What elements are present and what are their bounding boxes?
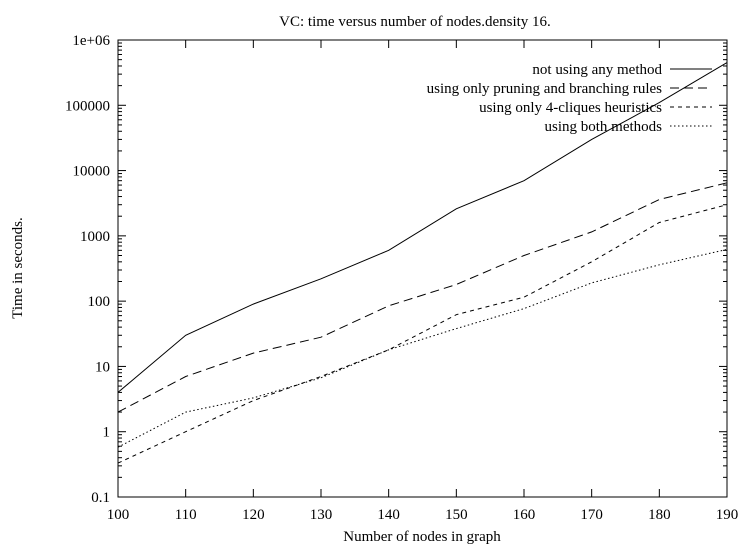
series-no-method-line — [117, 62, 728, 393]
axis-ticks: 100 110 120 130 140 150 160 170 180 1900.11101001… — [65, 33, 738, 523]
plot-frame — [117, 39, 728, 498]
x-axis-label: Number of nodes in graph — [343, 529, 501, 545]
y-tick-label: 0.1 — [91, 490, 110, 506]
x-tick-label: 130 — [310, 507, 333, 523]
x-tick-label: 100 — [107, 507, 130, 523]
series-both-line — [117, 248, 728, 448]
x-tick-label: 180 — [648, 507, 671, 523]
legend-label: using only 4-cliques heuristics — [479, 100, 662, 116]
y-tick-label: 1 — [103, 425, 111, 441]
y-tick-label: 1e+06 — [72, 33, 110, 49]
series-cliques-line — [117, 204, 728, 464]
y-axis-label: Time in seconds. — [10, 217, 26, 319]
series-pruning-line — [117, 182, 728, 413]
x-tick-label: 160 — [513, 507, 536, 523]
series-layer — [117, 62, 728, 464]
legend-label: using both methods — [544, 119, 662, 135]
x-tick-label: 110 — [175, 507, 197, 523]
x-tick-label: 190 — [716, 507, 739, 523]
legend-label: not using any method — [532, 62, 662, 78]
chart-title: VC: time versus number of nodes.density … — [279, 14, 551, 30]
y-tick-label: 10000 — [73, 164, 111, 180]
x-tick-label: 150 — [445, 507, 468, 523]
y-tick-label: 100 — [88, 294, 111, 310]
legend-label: using only pruning and branching rules — [427, 81, 663, 97]
x-tick-label: 120 — [242, 507, 265, 523]
x-tick-label: 170 — [580, 507, 603, 523]
x-tick-label: 140 — [377, 507, 400, 523]
y-tick-label: 1000 — [80, 229, 110, 245]
legend: not using any method using only pruning a… — [427, 62, 712, 135]
y-tick-label: 10 — [95, 359, 110, 375]
y-tick-label: 100000 — [65, 98, 110, 114]
